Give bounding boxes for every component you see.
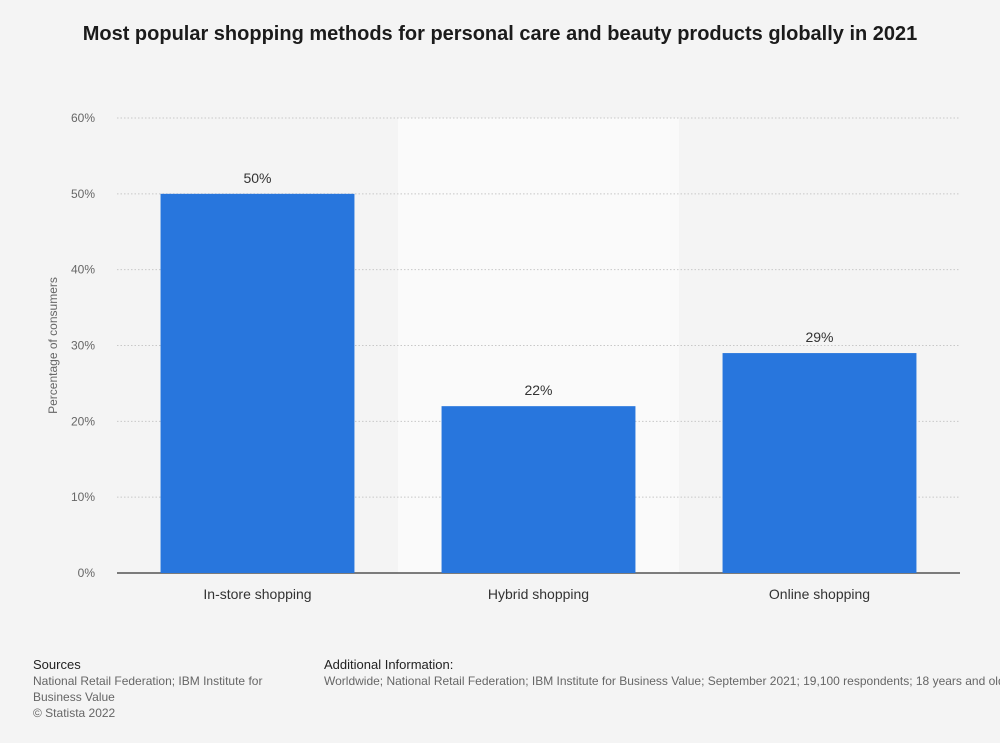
y-tick-label: 0% (78, 566, 96, 580)
additional-info-text: Worldwide; National Retail Federation; I… (324, 674, 1000, 688)
y-tick-label: 30% (71, 339, 95, 353)
additional-info-block: Additional Information: Worldwide; Natio… (324, 657, 1000, 689)
copyright: © Statista 2022 (33, 706, 116, 720)
additional-info-heading: Additional Information: (324, 657, 454, 672)
x-category-label: Online shopping (769, 586, 870, 602)
y-tick-label: 40% (71, 263, 95, 277)
bar[interactable] (722, 353, 917, 573)
sources-block: Sources National Retail Federation; IBM … (33, 657, 293, 721)
y-tick-label: 20% (71, 414, 95, 428)
data-label: 22% (524, 382, 552, 398)
y-tick-label: 50% (71, 187, 95, 201)
x-category-label: In-store shopping (203, 586, 311, 602)
sources-text[interactable]: National Retail Federation; IBM Institut… (33, 674, 263, 704)
y-axis-title: Percentage of consumers (46, 277, 60, 414)
bar[interactable] (441, 406, 636, 573)
x-category-label: Hybrid shopping (488, 586, 589, 602)
sources-heading: Sources (33, 657, 81, 672)
y-tick-label: 10% (71, 490, 95, 504)
data-label: 50% (243, 170, 271, 186)
bar[interactable] (160, 193, 355, 574)
bar-chart: 0% 10% 20% 30% 40% 50% 60% 50% In-store shopping… (46, 111, 960, 602)
chart-title: Most popular shopping methods for person… (82, 23, 918, 45)
data-label: 29% (805, 329, 833, 345)
y-tick-label: 60% (71, 111, 95, 125)
